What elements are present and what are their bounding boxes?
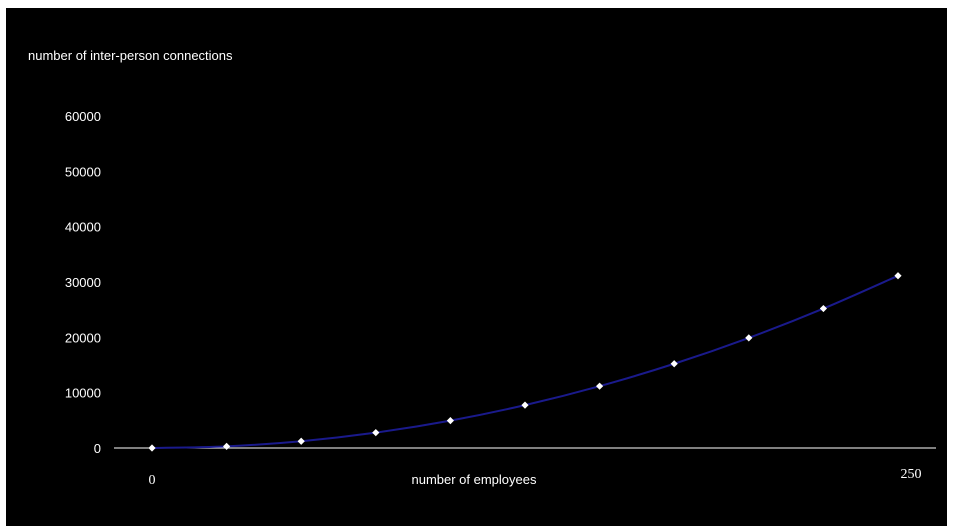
y-axis-title: number of inter-person connections [28, 48, 233, 63]
y-tick-labels: 0 10000 20000 30000 40000 50000 60000 [65, 109, 101, 456]
data-point-marker [894, 272, 902, 280]
data-point-marker [372, 429, 380, 437]
chart-background [6, 8, 947, 526]
y-tick-label: 40000 [65, 220, 101, 235]
y-tick-label: 0 [94, 441, 101, 456]
data-point-marker [148, 444, 156, 452]
data-point-marker [596, 382, 604, 390]
x-axis-title: number of employees [411, 472, 537, 487]
data-point-marker [521, 401, 529, 409]
data-point-marker [745, 334, 753, 342]
data-point-marker [819, 304, 827, 313]
series-line [151, 274, 899, 449]
data-point-marker [223, 442, 231, 450]
y-tick-label: 10000 [65, 386, 101, 401]
data-point-marker [670, 360, 678, 368]
y-tick-label: 30000 [65, 275, 101, 290]
x-tick-label-0: 0 [149, 473, 156, 488]
y-tick-label: 60000 [65, 109, 101, 124]
data-point-marker [446, 417, 454, 425]
y-tick-label: 50000 [65, 164, 101, 179]
data-points [148, 272, 902, 452]
y-tick-label: 20000 [65, 330, 101, 345]
x-tick-label-250: 250 [901, 467, 922, 482]
data-point-marker [297, 437, 305, 445]
